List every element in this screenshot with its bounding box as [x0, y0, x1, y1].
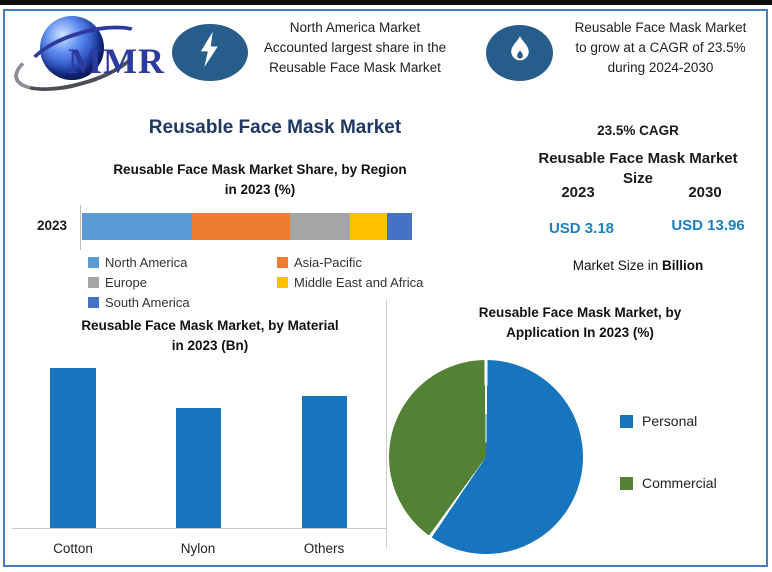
segment-europe [289, 213, 350, 240]
application-chart-title-line2: Application In 2023 (%) [506, 325, 654, 340]
bar-nylon [176, 408, 221, 528]
legend-swatch-commercial [620, 476, 633, 490]
lightning-icon [193, 30, 227, 75]
material-chart-title-line2: in 2023 (Bn) [171, 338, 249, 353]
material-chart-axis-line [12, 528, 386, 529]
legend-swatch-south-america [88, 297, 99, 308]
year-2023-label: 2023 [561, 184, 595, 201]
legend-swatch-personal [620, 414, 633, 428]
bar-label-nylon: Nylon [180, 541, 216, 556]
region-chart-title: Reusable Face Mask Market Share, by Regi… [60, 160, 460, 200]
legend-item-europe: Europe [88, 275, 147, 290]
flame-icon [505, 34, 535, 73]
outer-border-frame [3, 9, 768, 567]
legend-swatch-europe [88, 277, 99, 288]
legend-label: North America [105, 255, 188, 270]
legend-label: Personal [642, 413, 698, 429]
legend-label: Middle East and Africa [294, 275, 424, 290]
header-callout-cagr: Reusable Face Mask Market to grow at a C… [558, 18, 763, 78]
market-size-2030-value: USD 13.96 [671, 217, 745, 234]
market-size-2023-value: USD 3.18 [548, 220, 615, 237]
globe-icon [40, 16, 104, 80]
legend-item-asia-pacific: Asia-Pacific [277, 255, 362, 270]
logo-text: MMR [68, 41, 165, 81]
legend-item-south-america: South America [88, 295, 190, 310]
market-size-title-line2: Size [622, 170, 653, 187]
pie-legend-item-commercial: Commercial [620, 475, 717, 491]
legend-item-middle-east-africa: Middle East and Africa [277, 275, 423, 290]
bar-others [302, 396, 347, 528]
segment-north-america [82, 213, 192, 240]
application-chart-title: Reusable Face Mask Market, by Applicatio… [415, 303, 745, 343]
mmr-logo: MMR [7, 12, 180, 103]
callout-line: North America Market [289, 20, 421, 35]
bar-label-cotton: Cotton [53, 541, 93, 556]
legend-label: Asia-Pacific [294, 255, 362, 270]
legend-label: Europe [105, 275, 147, 290]
region-chart-title-line2: in 2023 (%) [224, 182, 296, 197]
region-chart-axis-line [80, 205, 81, 250]
segment-middle-east-africa [349, 213, 387, 240]
unit-note-prefix: Market Size in [572, 258, 663, 273]
legend-label: South America [105, 295, 190, 310]
callout-line: Reusable Face Mask Market [269, 60, 441, 75]
region-chart-title-line1: Reusable Face Mask Market Share, by Regi… [113, 162, 407, 177]
legend-swatch-asia-pacific [277, 257, 288, 268]
application-pie-chart [389, 360, 583, 554]
callout-line: Accounted largest share in the [263, 40, 447, 55]
lightning-badge [172, 24, 248, 81]
application-chart-title-line1: Reusable Face Mask Market, by [478, 305, 682, 320]
year-2030-label: 2030 [688, 184, 722, 201]
header-callout-north-america: North America Market Accounted largest s… [250, 18, 460, 78]
section-divider-line [386, 300, 387, 548]
page-title: Reusable Face Mask Market [148, 117, 402, 138]
callout-line: Reusable Face Mask Market [574, 20, 747, 35]
segment-asia-pacific [191, 213, 290, 240]
material-chart-title-line1: Reusable Face Mask Market, by Material [81, 318, 339, 333]
pie-legend-item-personal: Personal [620, 413, 697, 429]
legend-label: Commercial [642, 475, 717, 491]
bar-label-others: Others [303, 541, 345, 556]
market-size-title-line1: Reusable Face Mask Market [538, 150, 738, 167]
segment-south-america [386, 213, 412, 240]
legend-item-north-america: North America [88, 255, 187, 270]
callout-line: to grow at a CAGR of 23.5% [575, 40, 746, 55]
bar-cotton [50, 368, 96, 528]
callout-line: during 2024-2030 [607, 60, 714, 75]
cagr-value: 23.5% CAGR [597, 123, 679, 138]
region-chart-category-label: 2023 [36, 218, 68, 233]
flame-badge [486, 25, 553, 81]
unit-note-bold: Billion [662, 258, 704, 273]
market-size-unit-note: Market Size in Billion [528, 258, 748, 273]
region-stacked-bar [82, 213, 412, 240]
top-black-strip [0, 0, 772, 5]
material-chart-title: Reusable Face Mask Market, by Material i… [20, 316, 400, 356]
legend-swatch-middle-east-africa [277, 277, 288, 288]
legend-swatch-north-america [88, 257, 99, 268]
